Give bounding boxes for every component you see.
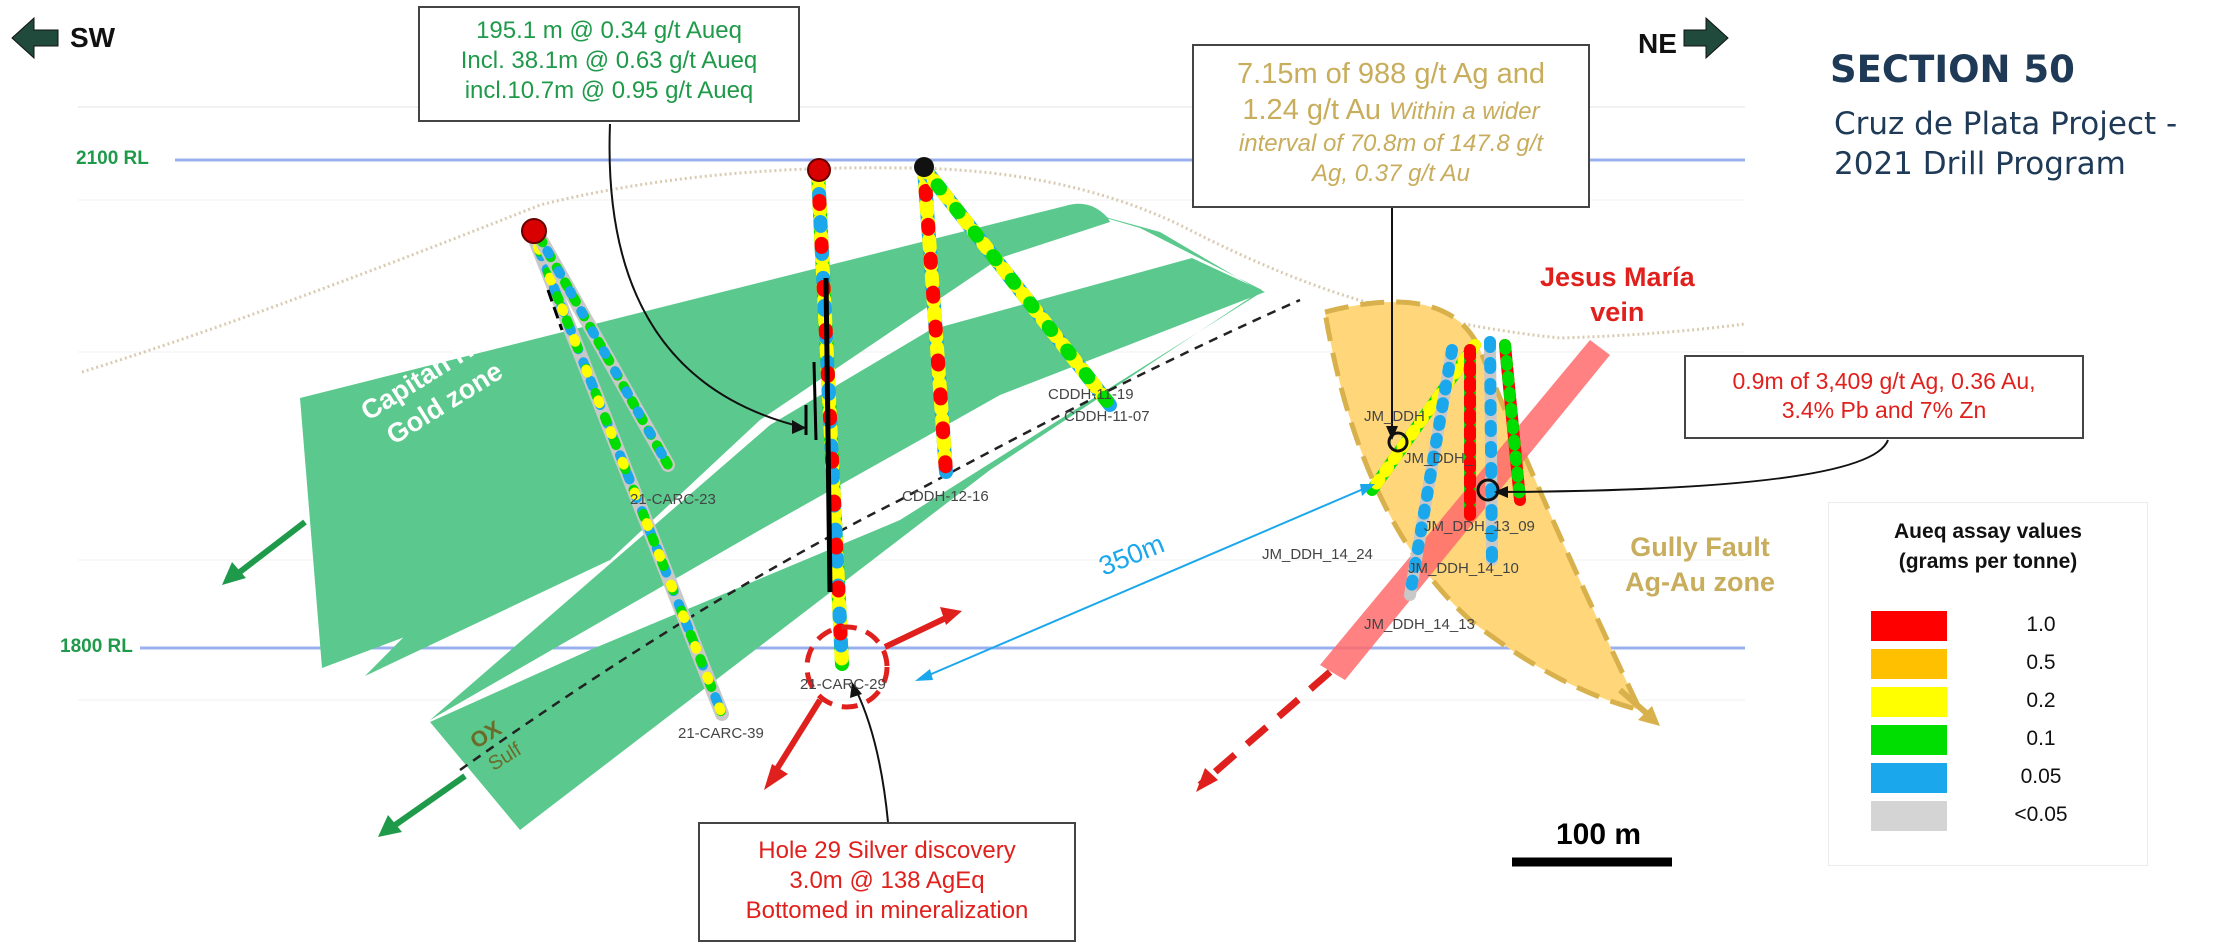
legend-row: 0.05 — [1871, 763, 2131, 793]
hole-label: JM_DDH_14_13 — [1364, 616, 1475, 633]
section-title: SECTION 50 — [1830, 48, 2075, 91]
legend-swatch — [1871, 801, 1947, 831]
legend-row: 0.1 — [1871, 725, 2131, 755]
arrow-left-sw — [12, 18, 58, 58]
legend-value: 0.05 — [2001, 765, 2081, 789]
legend-value: 1.0 — [2001, 613, 2081, 637]
callout-line: Bottomed in mineralization — [700, 896, 1074, 926]
callout-line: 3.4% Pb and 7% Zn — [1686, 396, 2082, 425]
legend-row: 1.0 — [1871, 611, 2131, 641]
legend-title-line: Aueq assay values — [1829, 517, 2147, 547]
hole-label: JM_DDH_14_10 — [1408, 560, 1519, 577]
hole-label: CDDH-11-19 — [1048, 386, 1134, 403]
gully-fault-label: Gully Fault Ag-Au zone — [1625, 530, 1775, 600]
collar-marker — [914, 157, 934, 177]
rl-label-2100: 2100 RL — [76, 148, 149, 170]
legend-value: 0.5 — [2001, 651, 2081, 675]
collar-marker — [522, 219, 546, 243]
callout-line: 1.24 g/t Au Within a wider — [1194, 92, 1588, 128]
legend-swatch — [1871, 725, 1947, 755]
callout-hole-29: Hole 29 Silver discovery 3.0m @ 138 AgEq… — [698, 822, 1076, 942]
legend-swatch — [1871, 611, 1947, 641]
callout-line: Hole 29 Silver discovery — [700, 836, 1074, 866]
hole-label: JM_DDH_13_09 — [1424, 518, 1535, 535]
callout-line: Ag, 0.37 g/t Au — [1194, 159, 1588, 189]
legend-title-line: (grams per tonne) — [1829, 547, 2147, 577]
callout-line: 7.15m of 988 g/t Ag and — [1194, 56, 1588, 92]
capitan-hill-zone — [300, 204, 1270, 830]
hole-label: CDDH-12-16 — [902, 488, 989, 505]
legend-value: <0.05 — [2001, 803, 2081, 827]
subtitle-line: 2021 Drill Program — [1834, 144, 2177, 184]
hole-label: JM_DDH_14_24 — [1262, 546, 1373, 563]
callout-line: incl.10.7m @ 0.95 g/t Aueq — [420, 76, 798, 106]
arrow-right-ne — [1684, 18, 1728, 58]
hole-label: 21-CARC-39 — [678, 725, 764, 742]
legend-value: 0.2 — [2001, 689, 2081, 713]
callout-intercept-gold: 195.1 m @ 0.34 g/t Aueq Incl. 38.1m @ 0.… — [418, 6, 800, 122]
hole-label: 21-CARC-23 — [630, 491, 716, 508]
zone-label-line: Gully Fault — [1625, 530, 1775, 565]
project-subtitle: Cruz de Plata Project - 2021 Drill Progr… — [1834, 104, 2177, 185]
legend-row: <0.05 — [1871, 801, 2131, 831]
subtitle-line: Cruz de Plata Project - — [1834, 104, 2177, 144]
legend-row: 0.5 — [1871, 649, 2131, 679]
scale-label: 100 m — [1556, 818, 1641, 852]
legend-swatch — [1871, 687, 1947, 717]
callout-line: 195.1 m @ 0.34 g/t Aueq — [420, 16, 798, 46]
zone-label-line: Jesus María — [1540, 260, 1695, 295]
callout-text-italic: Within a wider — [1389, 98, 1540, 125]
zone-label-line: vein — [1540, 295, 1695, 330]
callout-line: 3.0m @ 138 AgEq — [700, 866, 1074, 896]
collar-marker — [808, 159, 830, 181]
hole-label: JM_DDH_ — [1404, 450, 1473, 467]
callout-line: Incl. 38.1m @ 0.63 g/t Aueq — [420, 46, 798, 76]
hole-label: CDDH-11-07 — [1064, 408, 1150, 425]
callout-intercept-silver: 7.15m of 988 g/t Ag and 1.24 g/t Au With… — [1192, 44, 1590, 208]
legend-title: Aueq assay values (grams per tonne) — [1829, 517, 2147, 578]
jesus-maria-label: Jesus María vein — [1540, 260, 1695, 330]
zone-label-line: Ag-Au zone — [1625, 565, 1775, 600]
rl-label-1800: 1800 RL — [60, 636, 133, 658]
callout-high-grade: 0.9m of 3,409 g/t Ag, 0.36 Au, 3.4% Pb a… — [1684, 355, 2084, 439]
direction-label-sw: SW — [70, 22, 115, 54]
callout-line: 0.9m of 3,409 g/t Ag, 0.36 Au, — [1686, 367, 2082, 396]
hole-label: 21-CARC-29 — [800, 676, 886, 693]
assay-legend: Aueq assay values (grams per tonne) 1.0 0… — [1828, 502, 2148, 866]
direction-label-ne: NE — [1638, 28, 1677, 60]
legend-row: 0.2 — [1871, 687, 2131, 717]
callout-text: 1.24 g/t Au — [1242, 94, 1389, 126]
legend-value: 0.1 — [2001, 727, 2081, 751]
callout-line: interval of 70.8m of 147.8 g/t — [1194, 129, 1588, 159]
hole-label: JM_DDH — [1364, 408, 1425, 425]
legend-swatch — [1871, 649, 1947, 679]
legend-swatch — [1871, 763, 1947, 793]
